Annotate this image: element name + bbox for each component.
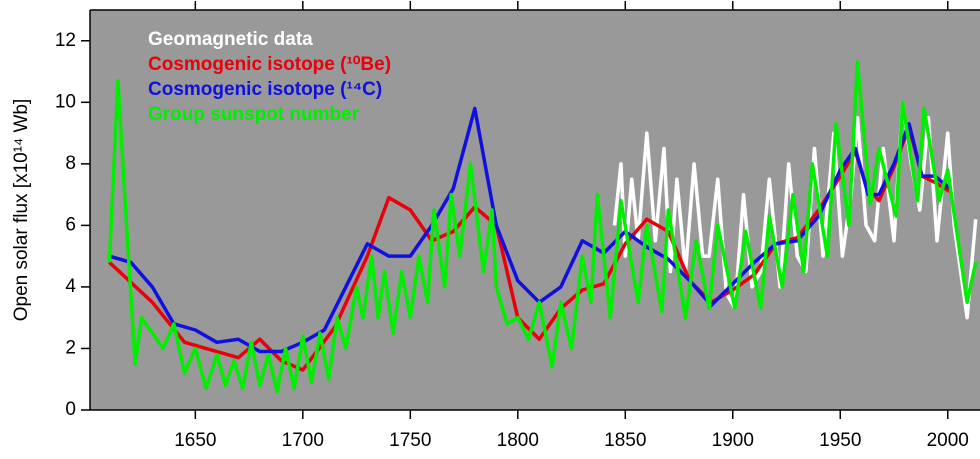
x-tick-label: 1950 [819,430,861,451]
y-tick-label: 10 [55,91,76,112]
y-tick-label: 2 [65,337,76,358]
y-axis-label: Open solar flux [x10¹⁴ Wb] [11,99,32,322]
y-tick-label: 0 [65,399,76,420]
legend-entry: Group sunspot number [148,104,360,125]
x-tick-label: 1700 [282,430,324,451]
series-line [107,60,978,394]
x-tick-label: 1750 [389,430,431,451]
legend-entry: Geomagnetic data [148,29,313,50]
y-tick-label: 4 [65,276,76,297]
x-tick-label: 1850 [604,430,646,451]
y-tick-label: 12 [55,30,76,51]
legend-entry: Cosmogenic isotope (¹⁴C) [148,79,382,100]
x-tick-label: 1650 [174,430,216,451]
series-line [108,106,952,354]
legend-entry: Cosmogenic isotope (¹⁰Be) [148,54,391,75]
y-tick-label: 6 [65,214,76,235]
x-tick-label: 2000 [927,430,969,451]
y-tick-label: 8 [65,153,76,174]
x-tick-label: 1800 [497,430,539,451]
x-tick-label: 1900 [712,430,754,451]
